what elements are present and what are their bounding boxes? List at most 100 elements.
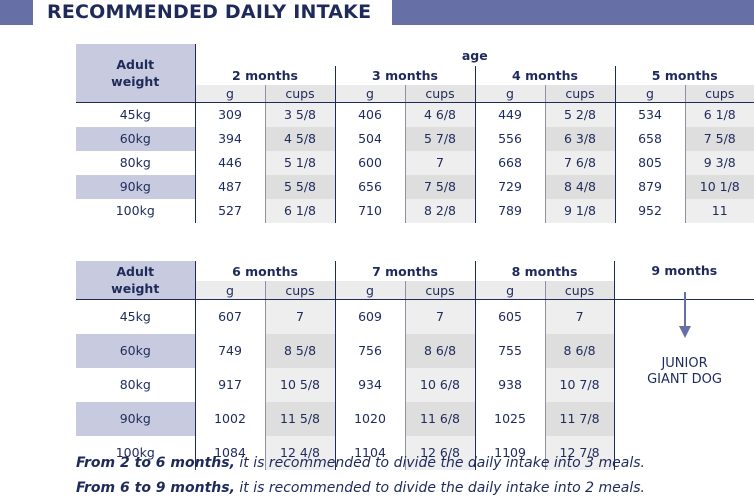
table-row: 90kg 1002 11 5/8 1020 11 6/8 1025 11 7/8 xyxy=(76,401,754,436)
grams-cell: 609 xyxy=(334,299,406,334)
cups-cell: 6 1/8 xyxy=(264,198,335,223)
note-text: it is recommended to divide the daily in… xyxy=(234,480,645,496)
grams-cell: 1025 xyxy=(474,401,546,436)
table-row: 80kg 917 10 5/8 934 10 6/8 938 10 7/8 xyxy=(76,367,754,402)
grams-cell: 729 xyxy=(474,174,545,199)
cups-cell: 3 5/8 xyxy=(264,102,335,127)
cups-cell: 8 6/8 xyxy=(544,333,615,368)
table-row: 90kg 487 5 5/8 656 7 5/8 729 8 4/8 879 10 1/8 xyxy=(76,174,754,199)
page-title: RECOMMENDED DAILY INTAKE xyxy=(47,1,372,23)
grams-cell: 406 xyxy=(334,102,405,127)
weight-cell: 90kg xyxy=(76,174,195,199)
adult-weight-header: Adult weight xyxy=(76,44,195,103)
grams-cell: 656 xyxy=(334,174,405,199)
cups-cell: 8 2/8 xyxy=(404,198,475,223)
weight-cell: 60kg xyxy=(76,333,195,368)
intake-table-2-to-5-months: Adult weight age 2 months 3 months 4 month… xyxy=(76,44,754,223)
table-row: 80kg 446 5 1/8 600 7 668 7 6/8 805 9 3/8 xyxy=(76,150,754,175)
table-row: 45kg 607 7 609 7 605 7 JUNIOR GIANT DOG xyxy=(76,292,754,470)
grams-column-header: g xyxy=(334,85,405,103)
cups-cell: 4 5/8 xyxy=(264,126,335,151)
grams-cell: 605 xyxy=(474,299,546,334)
weight-cell: 80kg xyxy=(119,377,151,393)
grams-cell: 934 xyxy=(334,367,406,402)
cups-cell: 9 3/8 xyxy=(684,150,754,175)
cups-cell: 8 6/8 xyxy=(404,333,476,368)
cups-cell: 11 xyxy=(684,198,754,223)
grams-cell: 1109 xyxy=(474,435,546,470)
weight-cell: 90kg xyxy=(76,401,195,436)
month-header: 3 months xyxy=(334,66,475,85)
month-header: 4 months xyxy=(474,66,615,85)
intake-table-6-to-9-months: Adult weight 6 months 7 months 8 months … xyxy=(76,261,754,470)
cups-cell: 4 6/8 xyxy=(404,102,475,127)
month-header: 6 months xyxy=(194,261,336,282)
grams-cell: 938 xyxy=(474,367,546,402)
grams-cell: 1104 xyxy=(334,435,406,470)
grams-cell: 952 xyxy=(614,198,685,223)
adult-weight-label: Adult weight xyxy=(111,57,160,89)
month-header: 2 months xyxy=(194,66,335,85)
grams-cell: 449 xyxy=(474,102,545,127)
grams-cell: 309 xyxy=(194,102,265,127)
grams-column-header: g xyxy=(194,85,265,103)
grams-column-header: g xyxy=(474,281,546,301)
grams-column-header: g xyxy=(474,85,545,103)
cups-cell: 9 1/8 xyxy=(544,198,615,223)
weight-cell: 45kg xyxy=(119,107,151,123)
title-banner: RECOMMENDED DAILY INTAKE xyxy=(0,0,754,26)
grams-column-header: g xyxy=(614,85,685,103)
grams-cell: 487 xyxy=(194,174,265,199)
adult-weight-header: Adult weight xyxy=(76,261,195,300)
cups-cell: 7 5/8 xyxy=(404,174,475,199)
grams-cell: 607 xyxy=(194,299,265,334)
cups-cell: 12 4/8 xyxy=(264,435,336,470)
cups-cell: 10 5/8 xyxy=(264,367,336,402)
table-row: 45kg 309 3 5/8 406 4 6/8 449 5 2/8 534 6 1/8 xyxy=(76,102,754,127)
cups-cell: 7 xyxy=(404,150,475,175)
grams-column-header: g xyxy=(194,281,265,301)
arrow-container: JUNIOR GIANT DOG xyxy=(615,292,754,470)
note-text: it is recommended to divide the daily in… xyxy=(234,455,645,471)
note-6-to-9-months: From 6 to 9 months, it is recommended to… xyxy=(76,480,645,496)
cups-column-header: cups xyxy=(404,85,475,103)
cups-column-header: cups xyxy=(264,281,336,301)
note-2-to-6-months: From 2 to 6 months, it is recommended to… xyxy=(76,455,645,471)
cups-cell: 7 5/8 xyxy=(684,126,754,151)
cups-cell: 10 1/8 xyxy=(684,174,754,199)
cups-cell: 5 7/8 xyxy=(404,126,475,151)
cups-cell: 8 4/8 xyxy=(544,174,615,199)
grams-cell: 556 xyxy=(474,126,545,151)
month-header: 7 months xyxy=(334,261,476,282)
junior-line-1: JUNIOR xyxy=(661,356,708,371)
grams-cell: 534 xyxy=(614,102,685,127)
grams-column-header: g xyxy=(334,281,406,301)
grams-cell: 805 xyxy=(614,150,685,175)
grams-cell: 1084 xyxy=(194,435,265,470)
grams-cell: 749 xyxy=(194,333,265,368)
cups-cell: 11 6/8 xyxy=(404,401,476,436)
age-header: age xyxy=(194,44,754,66)
grams-cell: 446 xyxy=(194,150,265,175)
note-bold: From 6 to 9 months, xyxy=(76,480,235,496)
table-row: 100kg 1084 12 4/8 1104 12 6/8 1109 12 7/8 xyxy=(76,435,754,470)
grams-cell: 756 xyxy=(334,333,406,368)
title-bar-left-decoration xyxy=(0,0,33,25)
cups-cell: 5 5/8 xyxy=(264,174,335,199)
grams-cell: 789 xyxy=(474,198,545,223)
table-row: 60kg 749 8 5/8 756 8 6/8 755 8 6/8 xyxy=(76,333,754,368)
down-arrow-icon xyxy=(678,292,691,338)
cups-cell: 5 2/8 xyxy=(544,102,615,127)
title-bar-right-decoration xyxy=(392,0,754,25)
cups-column-header: cups xyxy=(544,85,615,103)
grams-cell: 658 xyxy=(614,126,685,151)
cups-cell: 7 6/8 xyxy=(544,150,615,175)
junior-giant-dog-label: JUNIOR GIANT DOG xyxy=(615,356,754,388)
note-bold: From 2 to 6 months, xyxy=(76,455,235,471)
grams-cell: 710 xyxy=(334,198,405,223)
cups-cell: 7 xyxy=(404,299,476,334)
cups-column-header: cups xyxy=(404,281,476,301)
junior-giant-dog-cell: JUNIOR GIANT DOG xyxy=(613,292,754,470)
grams-cell: 917 xyxy=(194,367,265,402)
cups-column-header: cups xyxy=(684,85,754,103)
